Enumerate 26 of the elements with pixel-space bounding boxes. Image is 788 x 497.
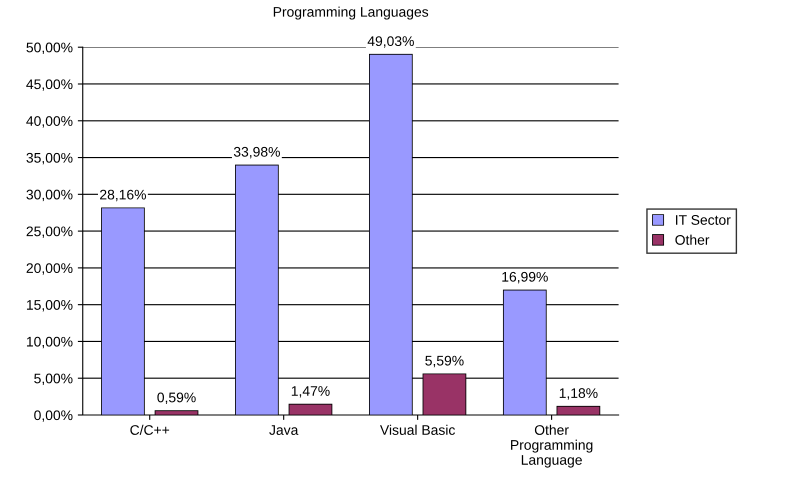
x-tick-label: Java: [269, 425, 298, 435]
y-tick-label: 10,00%: [26, 336, 73, 348]
data-label: 1,47%: [292, 386, 330, 398]
legend-label: IT Sector: [676, 215, 731, 225]
y-tick-label: 50,00%: [26, 42, 73, 54]
x-tick-label: C/C++: [130, 424, 170, 435]
data-label: 1,18%: [560, 388, 598, 400]
x-tick-label: Other Programming Language: [511, 424, 592, 468]
y-tick-label: 5,00%: [34, 374, 73, 386]
y-tick-label: 15,00%: [26, 300, 73, 312]
legend-label: Other: [675, 234, 710, 245]
y-tick-label: 45,00%: [26, 79, 73, 91]
y-tick-label: 40,00%: [26, 116, 73, 128]
data-label: 28,16%: [100, 190, 146, 202]
x-tick-label: Visual Basic: [380, 424, 455, 435]
y-tick-label: 25,00%: [26, 226, 73, 238]
chart-title: Programming Languages: [274, 6, 428, 20]
y-tick-label: 0,00%: [34, 410, 73, 422]
y-tick-label: 20,00%: [26, 263, 73, 275]
data-label: 0,59%: [157, 392, 196, 404]
y-tick-label: 30,00%: [26, 190, 73, 202]
data-label: 16,99%: [502, 272, 548, 284]
data-label: 49,03%: [368, 36, 414, 48]
data-label: 5,59%: [425, 356, 464, 368]
data-label: 33,98%: [234, 146, 280, 158]
y-tick-label: 35,00%: [26, 152, 73, 164]
